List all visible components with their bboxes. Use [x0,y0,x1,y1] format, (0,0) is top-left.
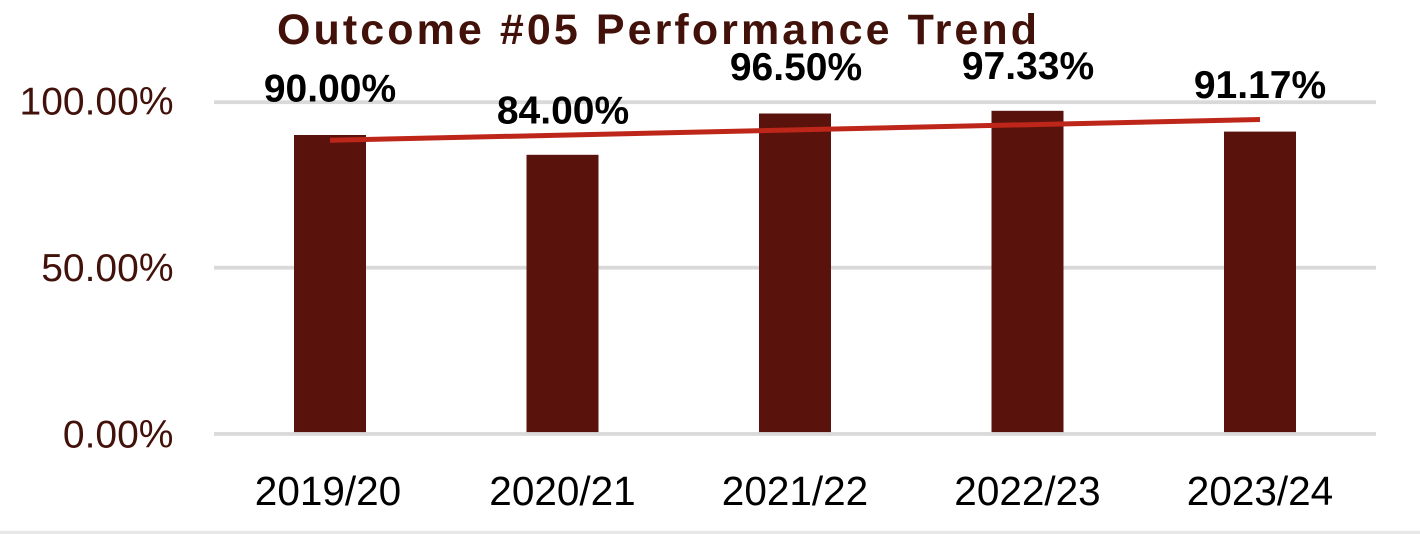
svg-text:2021/22: 2021/22 [722,468,868,514]
svg-text:0.00%: 0.00% [63,414,174,457]
svg-text:50.00%: 50.00% [41,247,173,290]
svg-text:Outcome #05 Performance Trend: Outcome #05 Performance Trend [277,6,1037,54]
svg-text:84.00%: 84.00% [497,90,629,133]
svg-text:100.00%: 100.00% [20,81,174,124]
svg-text:90.00%: 90.00% [264,68,396,111]
svg-text:2023/24: 2023/24 [1187,468,1333,514]
svg-text:96.50%: 96.50% [730,46,862,89]
svg-text:2022/23: 2022/23 [954,468,1100,514]
svg-text:2020/21: 2020/21 [489,468,635,514]
svg-text:97.33%: 97.33% [962,45,1094,88]
svg-text:91.17%: 91.17% [1194,64,1326,107]
svg-text:2019/20: 2019/20 [255,468,401,514]
